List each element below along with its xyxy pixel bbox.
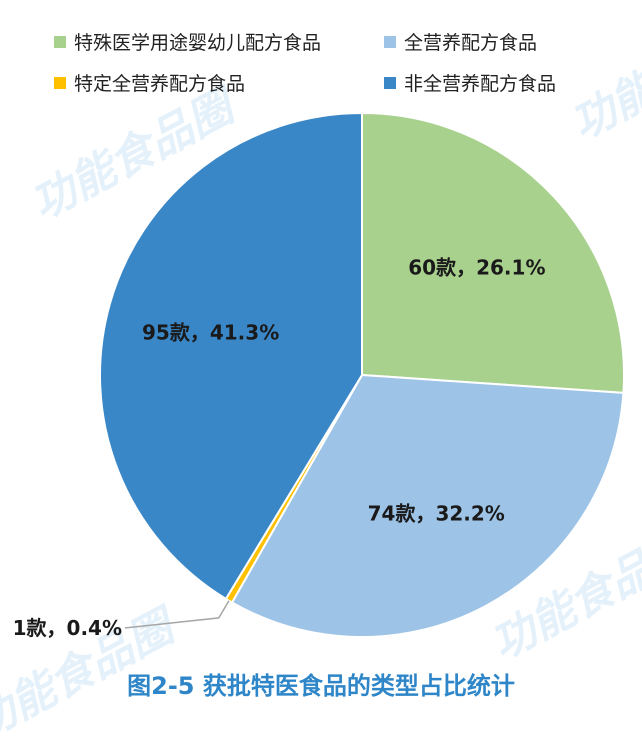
pie-slice [361, 111, 625, 394]
legend-item: 全营养配方食品 [384, 28, 614, 55]
slice-label-full: 74款，32.2% [368, 502, 505, 526]
legend-item: 非全营养配方食品 [384, 69, 614, 96]
legend-swatch [384, 76, 396, 89]
legend-item: 特定全营养配方食品 [54, 69, 384, 96]
legend-label: 特定全营养配方食品 [74, 73, 246, 95]
legend-swatch [384, 35, 396, 48]
legend-label: 非全营养配方食品 [404, 73, 557, 95]
legend-swatch [54, 35, 66, 48]
legend-label: 特殊医学用途婴幼儿配方食品 [74, 32, 322, 54]
slice-label-specific: 1款，0.4% [13, 616, 122, 640]
pie-slice [99, 111, 363, 601]
chart-legend: 特殊医学用途婴幼儿配方食品 全营养配方食品 特定全营养配方食品 非全营养配方食品 [54, 28, 614, 96]
figure-caption: 图2-5 获批特医食品的类型占比统计 [127, 672, 515, 700]
pie-slices [99, 111, 625, 638]
leader-line [124, 600, 230, 629]
pie-chart: 60款，26.1% 74款，32.2% 1款，0.4% 95款，41.3% [13, 111, 625, 640]
slice-label-infant: 60款，26.1% [408, 256, 545, 280]
pie-slice [230, 373, 625, 638]
slice-label-nonfull: 95款，41.3% [142, 321, 279, 345]
legend-item: 特殊医学用途婴幼儿配方食品 [54, 28, 384, 55]
legend-swatch [54, 76, 66, 89]
legend-label: 全营养配方食品 [404, 32, 538, 54]
data-labels: 60款，26.1% 74款，32.2% 1款，0.4% 95款，41.3% [13, 256, 546, 640]
